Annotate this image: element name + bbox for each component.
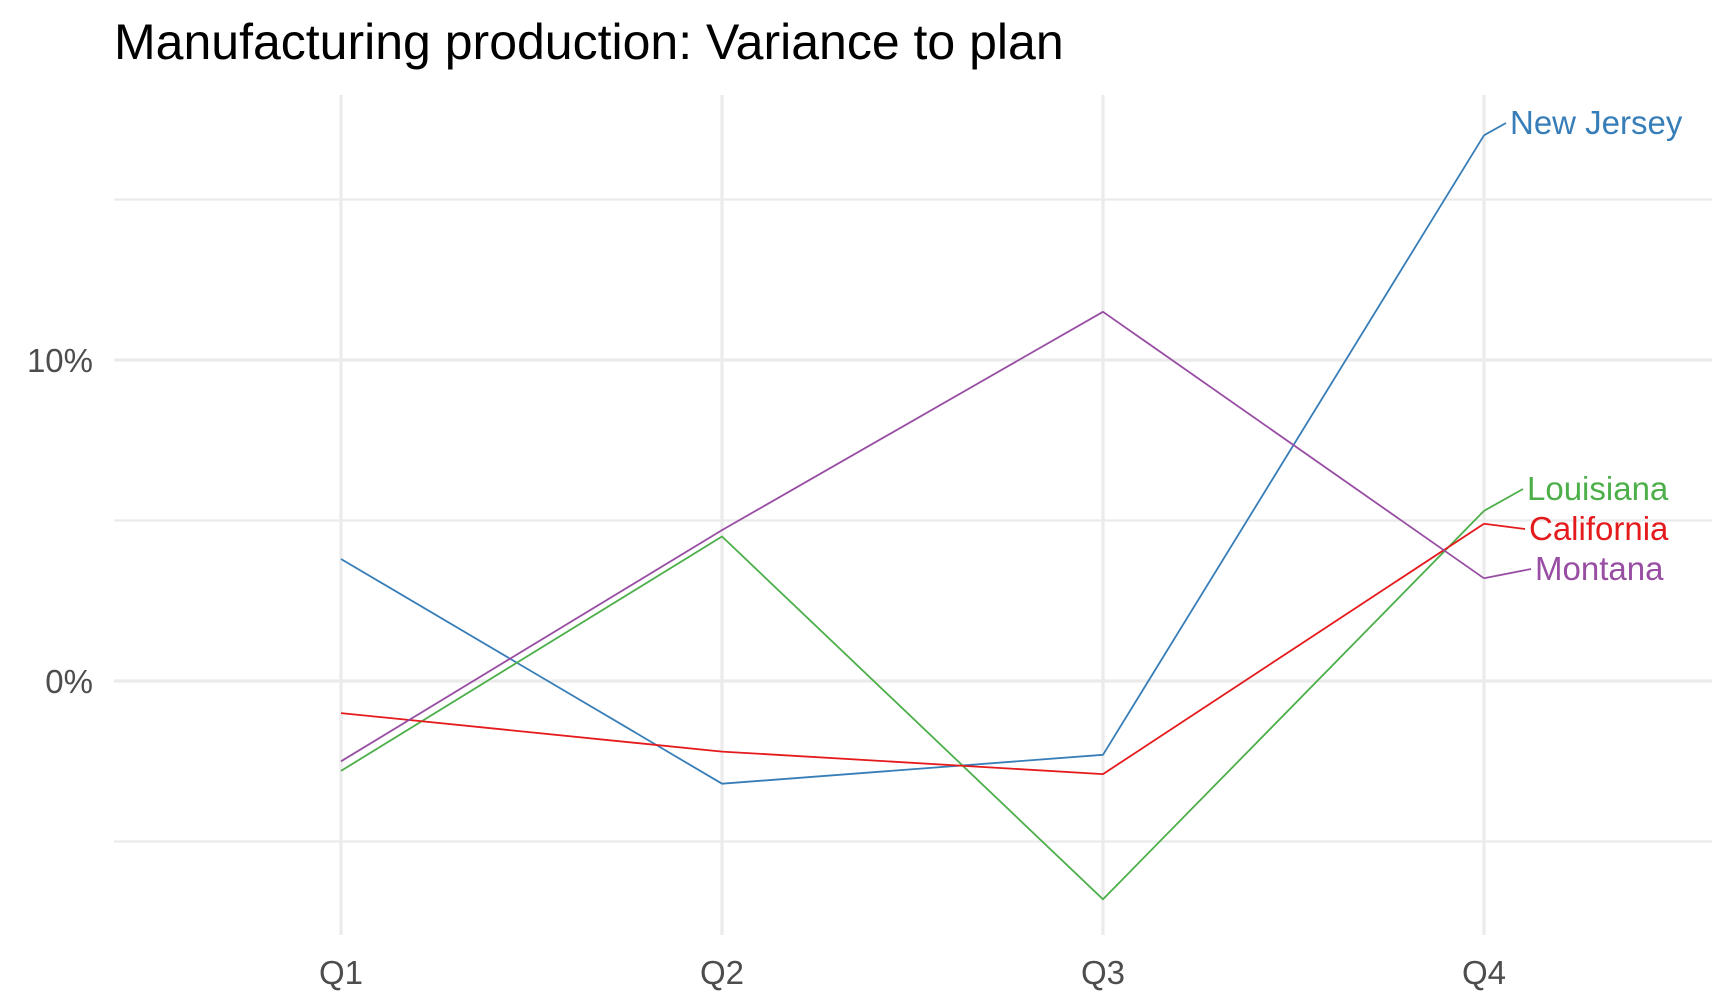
axis-layer: 0% 10% Q1 Q2 Q3 Q4: [27, 342, 1506, 991]
series-layer: [340, 134, 1485, 901]
x-tick-label: Q3: [1081, 954, 1125, 991]
y-tick-label: 10%: [27, 342, 93, 379]
series-label-california: California: [1529, 510, 1669, 547]
x-tick-label: Q4: [1462, 954, 1506, 991]
chart-title: Manufacturing production: Variance to pl…: [114, 14, 1064, 70]
leader-line-montana: [1483, 568, 1532, 580]
leader-line-new-jersey: [1483, 122, 1507, 137]
y-tick-label: 0%: [45, 663, 93, 700]
x-tick-label: Q2: [700, 954, 744, 991]
leader-line-louisiana: [1483, 488, 1524, 512]
series-line-california: [340, 522, 1485, 775]
leader-line-california: [1483, 522, 1526, 530]
series-label-louisiana: Louisiana: [1527, 470, 1669, 507]
grid-layer: [114, 95, 1712, 935]
series-line-montana: [340, 310, 1485, 763]
series-line-louisiana: [340, 510, 1485, 901]
series-label-montana: Montana: [1535, 550, 1664, 587]
series-label-new-jersey: New Jersey: [1510, 104, 1683, 141]
x-tick-label: Q1: [319, 954, 363, 991]
